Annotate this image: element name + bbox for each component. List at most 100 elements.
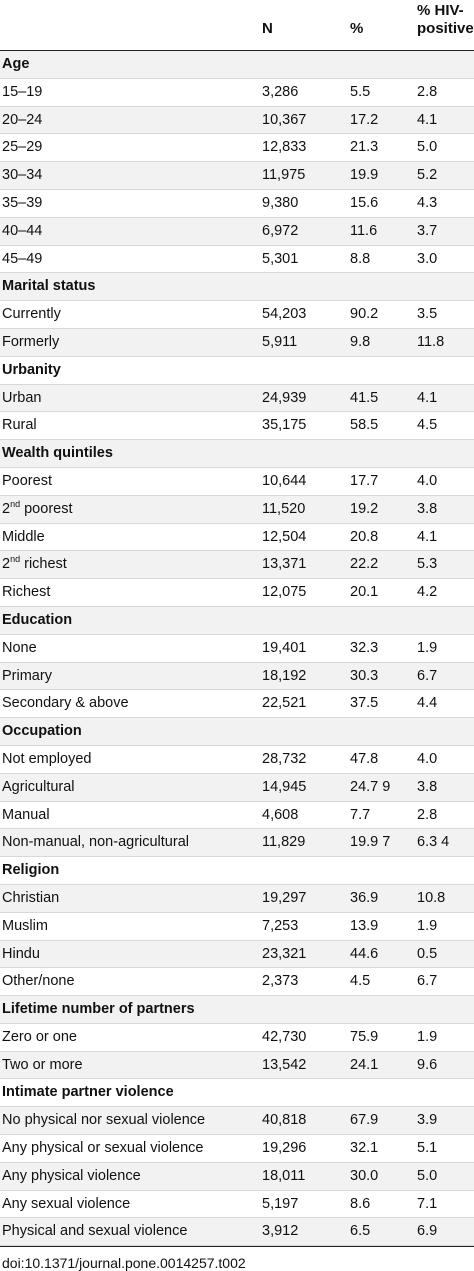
row-label: Hindu xyxy=(2,945,40,962)
table-row: 20–24 10,367 17.2 4.1 xyxy=(0,106,474,135)
section-label: Age xyxy=(2,56,30,72)
percent-cell: 20.8 xyxy=(350,528,379,545)
percent-cell: 37.5 xyxy=(350,695,379,712)
n-cell: 3,286 xyxy=(262,83,299,100)
hiv-positive-cell: 1.9 xyxy=(417,1028,438,1045)
row-label: Any physical or sexual violence xyxy=(2,1140,204,1157)
section-label: Urbanity xyxy=(2,361,61,378)
percent-cell: 13.9 xyxy=(350,917,379,934)
row-label: Middle xyxy=(2,528,45,545)
row-label: Formerly xyxy=(2,333,60,350)
section-header-row: Age xyxy=(0,51,474,79)
table-row: Currently 54,203 90.2 3.5 xyxy=(0,301,474,329)
row-label: Rural xyxy=(2,417,37,434)
table-row: 40–44 6,972 11.6 3.7 xyxy=(0,217,474,246)
row-label: Muslim xyxy=(2,917,48,934)
table-row: None 19,401 32.3 1.9 xyxy=(0,635,474,663)
table-row: Primary 18,192 30.3 6.7 xyxy=(0,662,474,691)
n-cell: 11,829 xyxy=(262,834,306,851)
row-label: 25–29 xyxy=(2,139,43,156)
n-cell: 18,011 xyxy=(262,1167,306,1184)
hiv-positive-cell: 5.0 xyxy=(417,1167,438,1184)
hiv-positive-cell: 4.1 xyxy=(417,111,438,128)
table-bottom-rule xyxy=(0,1246,474,1248)
table-row: Any physical or sexual violence 19,296 32.… xyxy=(0,1135,474,1163)
section-label: Wealth quintiles xyxy=(2,445,113,462)
hiv-positive-cell: 2.8 xyxy=(417,806,438,823)
table-row: Middle 12,504 20.8 4.1 xyxy=(0,524,474,552)
table-row: Other/none 2,373 4.5 6.7 xyxy=(0,968,474,997)
hiv-positive-cell: 5.1 xyxy=(417,1140,438,1157)
percent-cell: 30.0 xyxy=(350,1167,379,1184)
row-label: Any physical violence xyxy=(2,1167,141,1184)
table-row: Any sexual violence 5,197 8.6 7.1 xyxy=(0,1191,474,1219)
n-cell: 22,521 xyxy=(262,695,307,712)
hiv-positive-cell: 6.9 xyxy=(417,1223,438,1240)
row-label: Secondary & above xyxy=(2,695,129,712)
percent-cell: 36.9 xyxy=(350,889,379,906)
row-label-suffix: richest xyxy=(20,556,67,573)
row-label: 30–34 xyxy=(2,167,43,184)
row-label: Urban xyxy=(2,389,42,406)
n-cell: 23,321 xyxy=(262,945,307,962)
header-n: N xyxy=(262,20,273,37)
percent-cell: 47.8 xyxy=(350,750,379,767)
percent-cell: 30.3 xyxy=(350,667,379,684)
table-row: 25–29 12,833 21.3 5.0 xyxy=(0,134,474,163)
n-cell: 5,197 xyxy=(262,1195,299,1212)
row-label: 40–44 xyxy=(2,222,43,239)
table-header: N % % HIV- positive xyxy=(0,0,474,51)
table-row: 15–19 3,286 5.5 2.8 xyxy=(0,79,474,107)
n-cell: 5,301 xyxy=(262,250,299,267)
hiv-positive-cell: 3.5 xyxy=(417,306,438,323)
row-label: Richest xyxy=(2,584,51,601)
section-header-row: Education xyxy=(0,606,474,635)
table-row: Urban 24,939 41.5 4.1 xyxy=(0,384,474,413)
row-label: Agricultural xyxy=(2,778,75,795)
percent-cell: 17.7 xyxy=(350,472,379,489)
hiv-positive-cell: 6.7 xyxy=(417,973,438,990)
row-label: 20–24 xyxy=(2,111,43,128)
percent-cell: 17.2 xyxy=(350,111,379,128)
percent-cell: 15.6 xyxy=(350,194,379,211)
n-cell: 3,912 xyxy=(262,1223,299,1240)
header-hiv-line1: % HIV- xyxy=(417,2,464,19)
row-label: Not employed xyxy=(2,750,92,767)
section-header-row: Marital status xyxy=(0,273,474,302)
n-cell: 9,380 xyxy=(262,194,299,211)
hiv-positive-cell: 4.3 xyxy=(417,194,438,211)
section-label: Education xyxy=(2,611,73,628)
percent-cell: 24.1 xyxy=(350,1056,379,1073)
table-row: Muslim 7,253 13.9 1.9 xyxy=(0,913,474,941)
percent-cell: 4.5 xyxy=(350,973,371,990)
percent-cell: 8.8 xyxy=(350,250,371,267)
row-label: Physical and sexual violence xyxy=(2,1223,188,1240)
percent-cell: 24.7 9 xyxy=(350,778,391,795)
n-cell: 24,939 xyxy=(262,389,307,406)
table-row: Poorest 10,644 17.7 4.0 xyxy=(0,468,474,496)
table-row: Hindu 23,321 44.6 0.5 xyxy=(0,940,474,969)
n-cell: 7,253 xyxy=(262,917,299,934)
hiv-positive-cell: 4.1 xyxy=(417,528,438,545)
hiv-positive-cell: 0.5 xyxy=(417,945,438,962)
n-cell: 19,401 xyxy=(262,639,307,656)
hiv-positive-cell: 4.0 xyxy=(417,750,438,767)
n-cell: 2,373 xyxy=(262,973,299,990)
n-cell: 6,972 xyxy=(262,222,299,239)
row-label: Currently xyxy=(2,306,61,323)
section-header-row: Urbanity xyxy=(0,357,474,385)
n-cell: 11,520 xyxy=(262,500,306,517)
table-row: Christian 19,297 36.9 10.8 xyxy=(0,884,474,913)
hiv-positive-cell: 5.0 xyxy=(417,139,438,156)
n-cell: 13,542 xyxy=(262,1056,307,1073)
n-cell: 54,203 xyxy=(262,306,307,323)
n-cell: 18,192 xyxy=(262,667,307,684)
section-label: Lifetime number of partners xyxy=(2,1001,195,1018)
n-cell: 12,075 xyxy=(262,584,307,601)
hiv-positive-cell: 10.8 xyxy=(417,889,446,906)
section-label: Marital status xyxy=(2,278,96,295)
table-row: 45–49 5,301 8.8 3.0 xyxy=(0,246,474,274)
percent-cell: 22.2 xyxy=(350,556,379,573)
percent-cell: 7.7 xyxy=(350,806,371,823)
